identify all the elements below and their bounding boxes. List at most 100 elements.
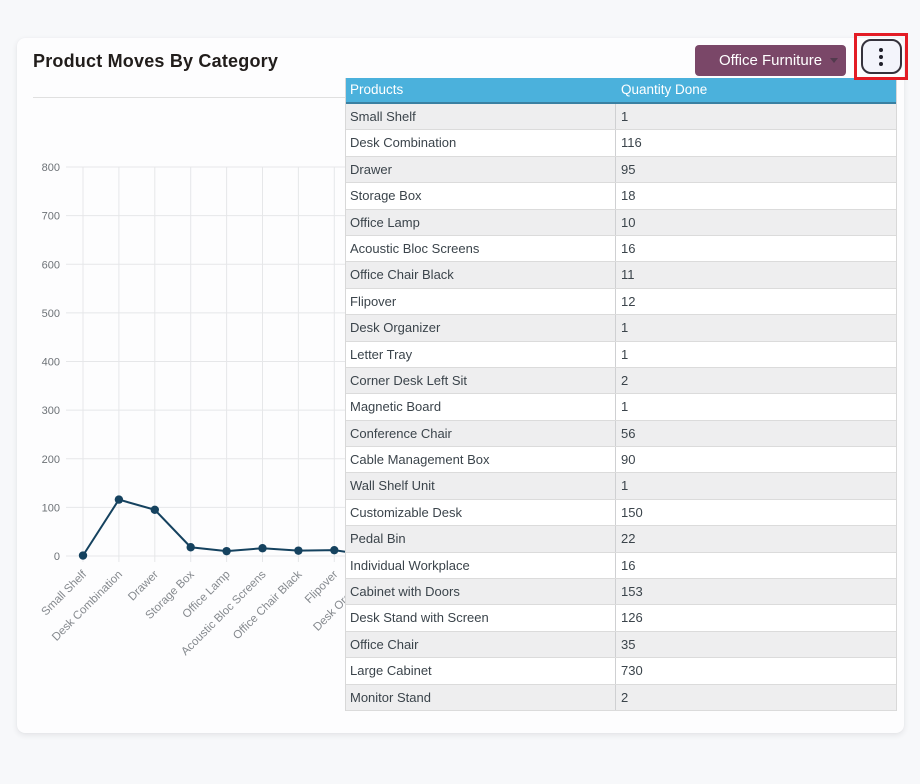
data-point — [150, 505, 159, 515]
product-name-cell: Office Chair — [346, 631, 616, 658]
product-name-cell: Pedal Bin — [346, 526, 616, 552]
quantity-done-cell: 12 — [621, 293, 636, 309]
product-name-cell: Magnetic Board — [346, 394, 616, 420]
y-axis-tick-label: 700 — [42, 211, 60, 223]
product-name-cell: Flipover — [346, 288, 616, 315]
table-row: Cabinet with Doors 153 — [346, 579, 896, 606]
table-row: Letter Tray 1 — [346, 341, 896, 368]
column-header-quantity-done: Quantity Done — [621, 82, 708, 97]
y-axis-tick-label: 800 — [42, 162, 60, 174]
product-name-cell: Conference Chair — [346, 420, 616, 447]
data-table: Products Quantity Done Small Shelf 1 Desk … — [345, 78, 897, 711]
table-row: Desk Stand with Screen 126 — [346, 605, 896, 632]
quantity-done-cell: 1 — [621, 399, 629, 415]
table-row: Acoustic Bloc Screens 16 — [346, 235, 896, 263]
quantity-done-cell: 126 — [621, 610, 643, 626]
table-row: Office Chair 35 — [346, 631, 896, 659]
quantity-done-cell: 150 — [621, 504, 643, 520]
quantity-done-cell: 10 — [621, 214, 636, 230]
quantity-done-cell: 18 — [621, 188, 636, 204]
y-axis-tick-label: 0 — [54, 551, 60, 563]
product-name-cell: Small Shelf — [346, 104, 616, 130]
product-name-cell: Desk Stand with Screen — [346, 605, 616, 631]
chart-card: Product Moves By Category Office Furnitu… — [17, 33, 908, 733]
table-row: Customizable Desk 150 — [346, 499, 896, 527]
page-title: Product Moves By Category — [33, 51, 279, 71]
quantity-done-cell: 35 — [621, 636, 636, 652]
product-name-cell: Corner Desk Left Sit — [346, 367, 616, 394]
quantity-done-cell: 16 — [621, 240, 636, 256]
y-axis-tick-label: 100 — [42, 502, 60, 514]
category-filter-label: Office Furniture — [718, 52, 823, 69]
data-point — [294, 546, 303, 555]
product-name-cell: Office Chair Black — [346, 262, 616, 288]
data-point — [258, 544, 267, 553]
product-name-cell: Individual Workplace — [346, 552, 616, 579]
kebab-vertical-icon — [879, 61, 883, 66]
quantity-done-cell: 1 — [621, 346, 629, 362]
table-header-row: Products Quantity Done — [346, 78, 896, 104]
quantity-done-cell: 153 — [621, 584, 643, 600]
data-point — [186, 543, 195, 552]
table-row: Storage Box 18 — [346, 183, 896, 210]
column-header-products: Products — [350, 82, 404, 97]
quantity-done-cell: 1 — [621, 478, 629, 494]
data-point — [330, 545, 339, 555]
quantity-done-cell: 16 — [621, 557, 636, 573]
quantity-done-cell: 22 — [621, 531, 636, 547]
quantity-done-cell: 2 — [621, 372, 629, 388]
y-axis-tick-label: 300 — [42, 405, 60, 417]
table-row: Drawer 95 — [346, 156, 896, 184]
table-row: Desk Combination 116 — [346, 130, 896, 157]
kebab-vertical-icon — [879, 54, 883, 59]
product-name-cell: Acoustic Bloc Screens — [346, 235, 616, 262]
quantity-done-cell: 90 — [621, 452, 636, 468]
product-name-cell: Letter Tray — [346, 341, 616, 367]
product-name-cell: Cable Management Box — [346, 447, 616, 473]
table-body: Small Shelf 1 Desk Combination 116 Drawer 95 S… — [346, 104, 896, 711]
table-row: Cable Management Box 90 — [346, 447, 896, 474]
x-axis-tick-label: Office Chair Black — [231, 568, 305, 642]
table-row: Office Chair Black 11 — [346, 262, 896, 289]
y-axis-tick-label: 500 — [42, 308, 60, 320]
table-row: Large Cabinet 730 — [346, 658, 896, 685]
table-row: Pedal Bin 22 — [346, 526, 896, 553]
x-axis-tick-label: Drawer — [126, 569, 161, 604]
table-row: Corner Desk Left Sit 2 — [346, 367, 896, 395]
quantity-done-cell: 95 — [621, 161, 636, 177]
table-row: Monitor Stand 2 — [346, 684, 896, 711]
table-row: Flipover 12 — [346, 288, 896, 316]
x-axis-tick-label: Desk Combination — [50, 569, 125, 644]
table-row: Conference Chair 56 — [346, 420, 896, 448]
product-name-cell: Monitor Stand — [346, 684, 616, 710]
quantity-done-cell: 1 — [621, 320, 629, 336]
product-name-cell: Large Cabinet — [346, 658, 616, 684]
table-row: Small Shelf 1 — [346, 104, 896, 131]
y-axis-tick-label: 200 — [42, 454, 60, 466]
y-axis-tick-label: 600 — [42, 259, 60, 271]
category-filter-button[interactable]: Office Furniture — [695, 45, 846, 76]
kebab-vertical-icon — [879, 47, 883, 52]
quantity-done-cell: 116 — [621, 135, 642, 151]
data-point — [78, 551, 88, 560]
product-name-cell: Desk Organizer — [346, 315, 616, 341]
product-name-cell: Cabinet with Doors — [346, 579, 616, 605]
data-point — [222, 546, 231, 556]
product-name-cell: Storage Box — [346, 183, 616, 209]
quantity-done-cell: 1 — [621, 109, 629, 124]
table-row: Desk Organizer 1 — [346, 315, 896, 342]
quantity-done-cell: 730 — [621, 663, 643, 679]
table-row: Wall Shelf Unit 1 — [346, 473, 896, 500]
product-name-cell: Wall Shelf Unit — [346, 473, 616, 499]
table-row: Magnetic Board 1 — [346, 394, 896, 421]
product-name-cell: Office Lamp — [346, 209, 616, 235]
caret-down-icon — [830, 58, 838, 63]
product-name-cell: Drawer — [346, 156, 616, 183]
quantity-done-cell: 11 — [621, 267, 635, 283]
quantity-done-cell: 56 — [621, 425, 636, 441]
more-options-button[interactable] — [860, 39, 902, 74]
quantity-done-cell: 2 — [621, 689, 629, 705]
product-name-cell: Customizable Desk — [346, 499, 616, 526]
table-row: Office Lamp 10 — [346, 209, 896, 236]
product-name-cell: Desk Combination — [346, 130, 616, 156]
